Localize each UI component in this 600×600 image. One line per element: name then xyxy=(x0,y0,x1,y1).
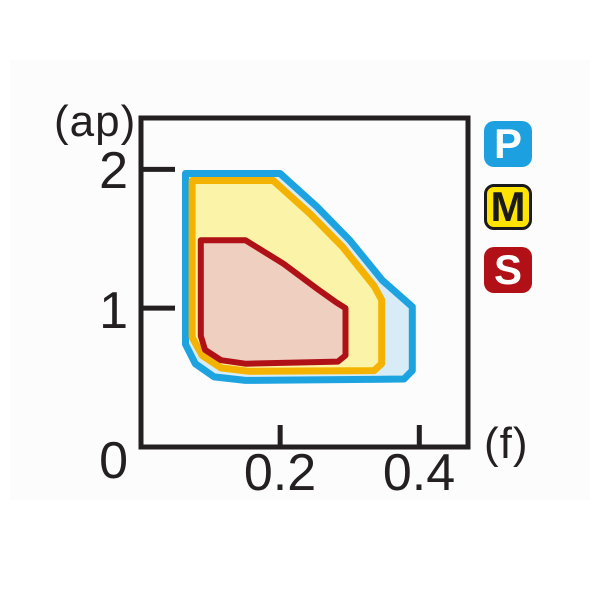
material-legend: P M S xyxy=(484,121,532,293)
x-axis-label: (f) xyxy=(484,419,529,468)
y-axis-label: (ap) xyxy=(54,97,137,146)
legend-badge-M: M xyxy=(484,184,532,230)
y-tick-label-2: 2 xyxy=(99,142,128,200)
plot-border xyxy=(138,115,471,450)
origin-label: 0 xyxy=(99,432,128,490)
x-tick-label-0.4: 0.4 xyxy=(382,444,456,502)
legend-badge-P: P xyxy=(484,121,532,167)
region-S xyxy=(197,237,349,367)
x-tick-label-0.2: 0.2 xyxy=(243,444,317,502)
y-tick-label-1: 1 xyxy=(99,282,128,340)
legend-badge-S: S xyxy=(484,247,532,293)
